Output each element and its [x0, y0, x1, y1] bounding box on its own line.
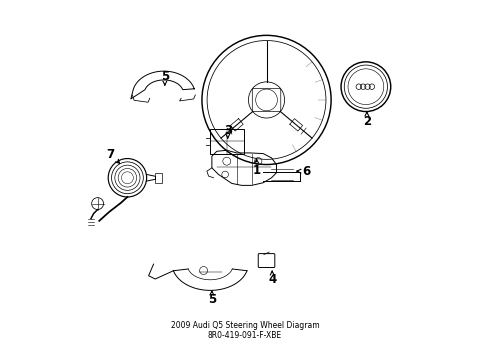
Text: 2: 2: [363, 115, 371, 128]
Text: 3: 3: [224, 124, 232, 137]
Text: 5: 5: [208, 293, 216, 306]
Text: 8R0-419-091-F-XBE: 8R0-419-091-F-XBE: [208, 330, 282, 339]
Text: 5: 5: [161, 70, 169, 83]
Text: 4: 4: [268, 273, 276, 286]
Text: 7: 7: [106, 148, 114, 161]
Text: 1: 1: [252, 164, 261, 177]
Text: 2009 Audi Q5 Steering Wheel Diagram: 2009 Audi Q5 Steering Wheel Diagram: [171, 321, 319, 330]
Text: 6: 6: [302, 165, 310, 177]
